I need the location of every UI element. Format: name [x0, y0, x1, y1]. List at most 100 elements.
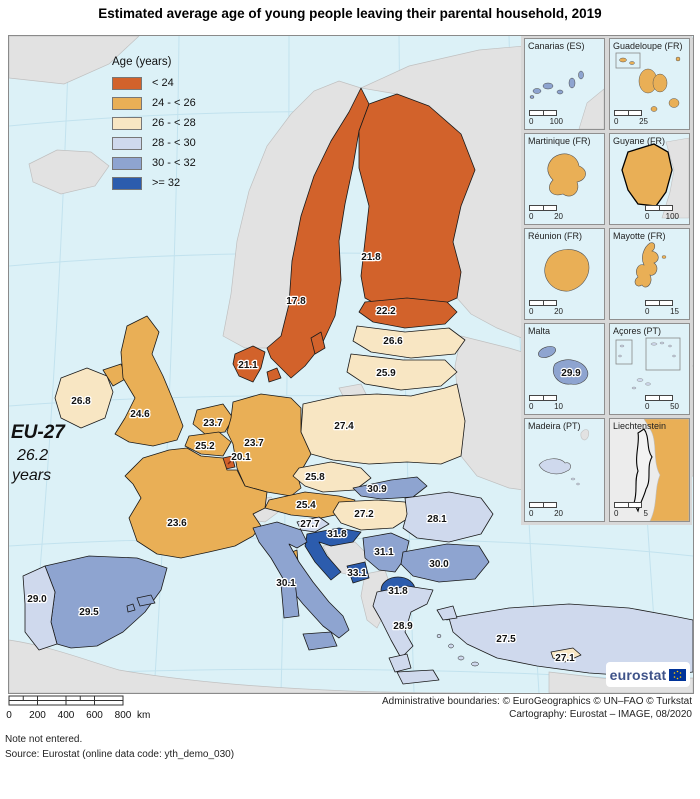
madeira-island	[538, 458, 571, 475]
inset-madeira: Madeira (PT) 0 20	[524, 418, 605, 522]
label-malta: 29.9	[561, 368, 581, 379]
country-denmark	[232, 345, 266, 383]
label-estonia: 22.2	[376, 306, 396, 317]
label-hungary: 27.2	[354, 509, 374, 520]
mini-scalebar: 0 10	[529, 395, 569, 411]
legend-label-2: 26 - < 28	[152, 117, 196, 129]
label-belgium: 25.2	[195, 441, 215, 452]
country-lithuania	[346, 353, 458, 391]
country-sweden	[266, 87, 370, 379]
eu-flag-icon	[669, 668, 687, 681]
inset-title: Canarias (ES)	[528, 41, 585, 51]
madeira-islets	[570, 477, 580, 486]
attribution-line2: Cartography: Eurostat – IMAGE, 08/2020	[509, 709, 692, 720]
label-germany: 23.7	[244, 438, 264, 449]
label-austria: 25.4	[296, 500, 316, 511]
martinique-island	[547, 153, 586, 197]
inset-title: Mayotte (FR)	[613, 231, 666, 241]
scalebar-tick-400: 400	[58, 710, 75, 721]
legend-swatch-3	[112, 136, 142, 150]
region-peloponnese	[388, 653, 412, 673]
inset-title: Réunion (FR)	[528, 231, 583, 241]
eu27-value: 26.2	[17, 446, 49, 464]
region-east-thrace	[436, 605, 458, 621]
inset-martinique: Martinique (FR) 0 20	[524, 133, 605, 225]
island-sardinia	[280, 581, 300, 619]
mini-scalebar: 0 15	[645, 300, 685, 316]
legend-row: 30 - < 32	[112, 153, 196, 173]
inset-reunion: Réunion (FR) 0 20	[524, 228, 605, 320]
label-cyprus: 27.1	[555, 653, 575, 664]
scalebar-tick-600: 600	[86, 710, 103, 721]
legend-row: >= 32	[112, 173, 196, 193]
country-greece	[372, 585, 434, 659]
scalebar-unit: km	[137, 710, 150, 721]
country-portugal	[22, 565, 58, 651]
label-romania: 28.1	[427, 514, 447, 525]
map-scalebar: 0 200 400 600 800 km	[6, 695, 150, 721]
eu27-aggregate: EU-27 26.2 years	[11, 421, 65, 487]
inset-guadeloupe: Guadeloupe (FR) 0 25	[609, 38, 690, 130]
attribution-line1: Administrative boundaries: © EuroGeograp…	[381, 696, 692, 707]
legend-swatch-5	[112, 176, 142, 190]
label-sweden: 17.8	[286, 296, 306, 307]
label-croatia: 31.8	[327, 529, 347, 540]
note-text: Note not entered.	[5, 734, 83, 745]
legend-label-4: 30 - < 32	[152, 157, 196, 169]
sub-frame	[645, 337, 681, 371]
legend-row: < 24	[112, 73, 196, 93]
inset-title: Guadeloupe (FR)	[613, 41, 683, 51]
inset-mayotte: Mayotte (FR) 0 15	[609, 228, 690, 320]
eurostat-logo: eurostat	[606, 662, 690, 687]
inset-martinique-map	[525, 134, 604, 224]
country-serbia	[362, 532, 410, 573]
scalebar-tick-0: 0	[6, 710, 12, 721]
inset-guyane-map	[610, 134, 689, 224]
label-italy: 30.1	[276, 578, 296, 589]
scalebar-tick-200: 200	[29, 710, 46, 721]
label-czechia: 25.8	[305, 472, 325, 483]
mini-scalebar: 0 25	[614, 110, 654, 126]
country-poland	[300, 383, 466, 465]
inset-acores: Açores (PT) 0 50	[609, 323, 690, 415]
inset-title: Guyane (FR)	[613, 136, 666, 146]
decorative-islet	[580, 429, 590, 441]
label-france: 23.6	[167, 518, 187, 529]
inset-africa-corner	[578, 88, 604, 129]
inset-guyane: Guyane (FR) 0 100	[609, 133, 690, 225]
gozo-island	[538, 346, 556, 358]
inset-brazil	[661, 137, 689, 219]
country-italy	[252, 521, 350, 639]
land-iceland	[28, 149, 110, 195]
guadeloupe-islands	[619, 56, 681, 112]
map-title: Estimated average age of young people le…	[98, 6, 602, 21]
inset-malta: 29.9 Malta 0 10	[524, 323, 605, 415]
label-latvia: 26.6	[383, 336, 403, 347]
legend-row: 24 - < 26	[112, 93, 196, 113]
inset-reunion-map	[525, 229, 604, 319]
legend-label-0: < 24	[152, 77, 174, 89]
mini-scalebar: 0 100	[645, 205, 685, 221]
mini-scalebar: 0 20	[529, 502, 569, 518]
country-germany	[226, 393, 312, 497]
reunion-island	[544, 249, 590, 292]
country-ireland	[54, 367, 114, 429]
country-belgium	[184, 431, 232, 457]
country-france	[124, 447, 268, 559]
label-poland: 27.4	[334, 421, 354, 432]
scalebar-tick-800: 800	[115, 710, 132, 721]
legend-row: 28 - < 30	[112, 133, 196, 153]
country-slovenia	[296, 516, 330, 533]
legend-swatch-4	[112, 156, 142, 170]
sub-frame	[615, 52, 641, 69]
label-denmark: 21.1	[238, 360, 258, 371]
island-zealand	[266, 367, 282, 383]
inset-title: Martinique (FR)	[528, 136, 591, 146]
country-united-kingdom	[114, 315, 184, 447]
legend-label-5: >= 32	[152, 177, 181, 189]
island-sicily	[302, 631, 338, 651]
country-estonia	[358, 297, 458, 329]
label-montenegro: 33.1	[347, 568, 367, 579]
